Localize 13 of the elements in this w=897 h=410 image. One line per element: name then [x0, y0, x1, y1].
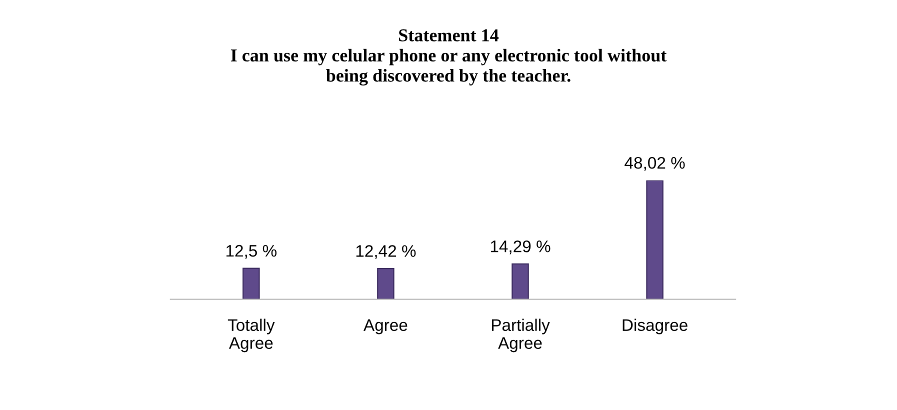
- bar: [377, 268, 394, 300]
- x-tick-label: Disagree: [622, 318, 688, 334]
- data-label: 12,42 %: [356, 245, 416, 259]
- x-tick-label: Partially Agree: [492, 318, 550, 352]
- bar: [242, 268, 260, 300]
- x-tick-label: Totally Agree: [228, 318, 275, 352]
- chart-title: Statement 14 I can use my celular phone or any electronic tool without being discovered by the teacher.: [230, 29, 667, 86]
- data-label: 12,5 %: [226, 244, 277, 259]
- bar: [646, 180, 664, 300]
- x-tick-label: Agree: [364, 319, 408, 334]
- data-label: 48,02 %: [624, 156, 685, 171]
- bar: [512, 263, 529, 300]
- data-label: 14,29 %: [490, 240, 550, 254]
